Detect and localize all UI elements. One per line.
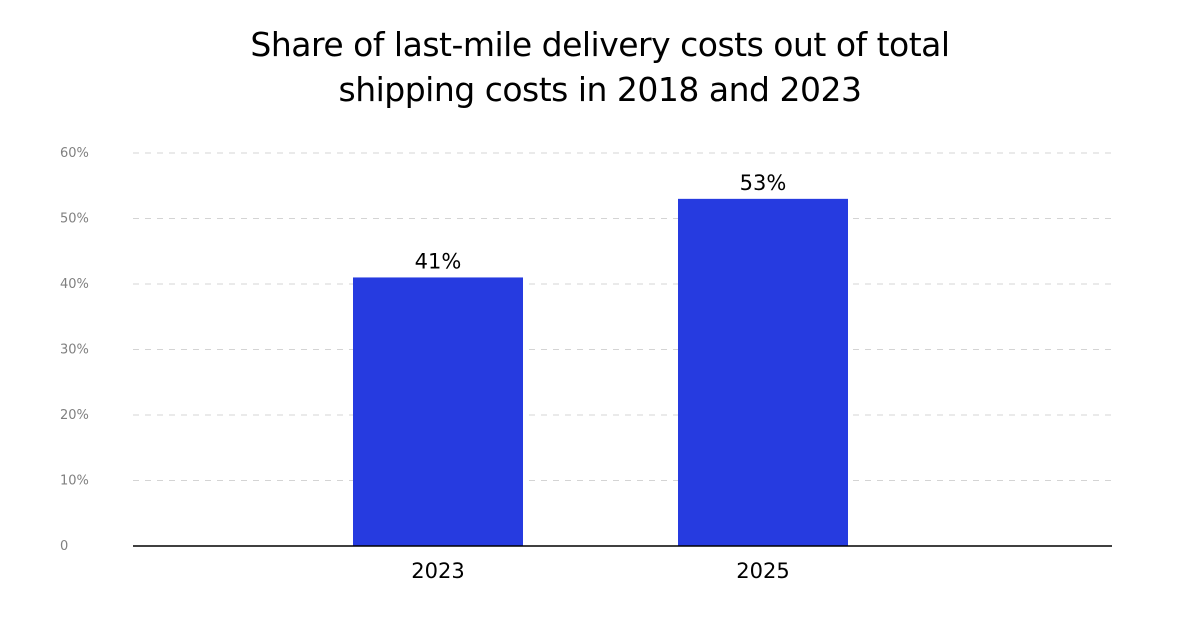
data-label: 41% <box>415 249 462 273</box>
y-tick-label: 10% <box>60 474 89 489</box>
x-tick-label: 2025 <box>736 559 789 583</box>
y-tick-label: 0 <box>60 539 68 554</box>
y-tick-label: 30% <box>60 343 89 358</box>
y-tick-label: 40% <box>60 277 89 292</box>
chart-title-line-2: shipping costs in 2018 and 2023 <box>338 70 862 109</box>
chart-title-line-1: Share of last-mile delivery costs out of… <box>250 25 950 64</box>
x-tick-label: 2023 <box>411 559 464 583</box>
y-tick-label: 50% <box>60 212 89 227</box>
data-label: 53% <box>740 171 787 195</box>
chart-title: Share of last-mile delivery costs out of… <box>0 22 1200 112</box>
bar <box>678 198 848 546</box>
y-tick-label: 20% <box>60 408 89 423</box>
y-tick-label: 60% <box>60 146 89 161</box>
bar <box>353 277 523 546</box>
